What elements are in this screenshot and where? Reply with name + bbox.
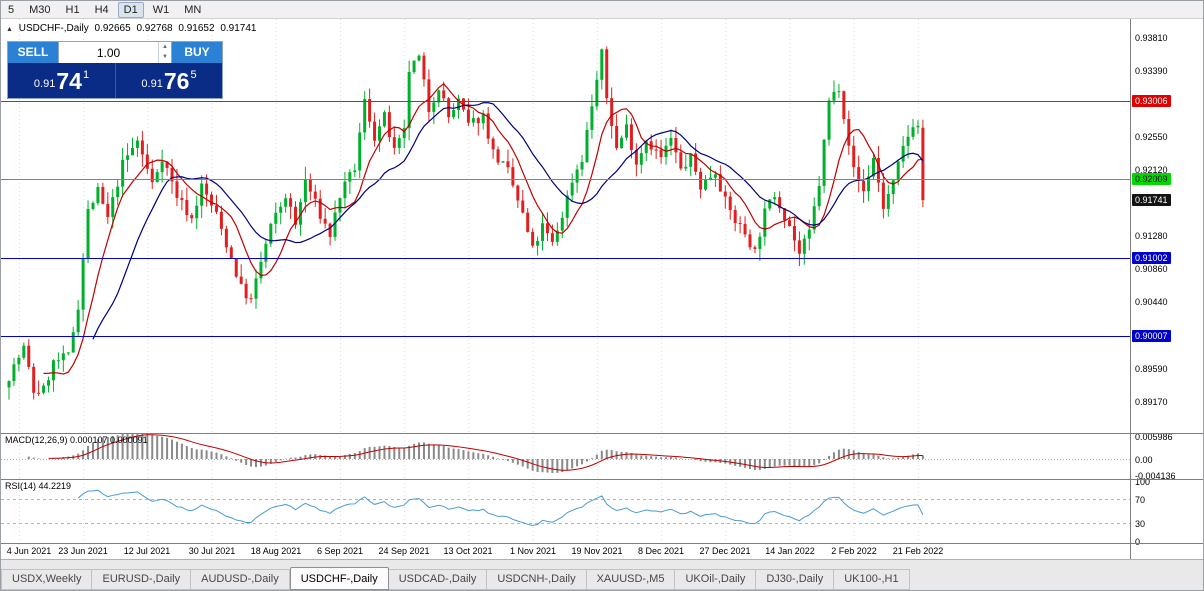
buy-price-prefix: 0.91 <box>141 77 163 90</box>
price-axis-badge-current: 0.91741 <box>1132 194 1171 206</box>
buy-price[interactable]: 0.91 76 5 <box>115 63 222 98</box>
time-axis-label: 13 Oct 2021 <box>443 546 493 556</box>
macd-plot[interactable] <box>1 433 1130 479</box>
chart-tab-dj30-daily[interactable]: DJ30-,Daily <box>756 569 835 590</box>
sell-button[interactable]: SELL <box>8 42 58 63</box>
chart-tab-usdchf-daily[interactable]: USDCHF-,Daily <box>289 567 389 590</box>
time-axis-label: 23 Jun 2021 <box>58 546 108 556</box>
time-axis-label: 18 Aug 2021 <box>250 546 302 556</box>
volume-input[interactable]: 1.00 ▲ ▼ <box>58 42 172 63</box>
ohlc-close: 0.91741 <box>220 23 257 34</box>
timeframe-button-5[interactable]: 5 <box>8 3 15 16</box>
volume-spinner[interactable]: ▲ ▼ <box>158 42 171 63</box>
time-axis-label: 12 Jul 2021 <box>123 546 171 556</box>
spinner-down-icon[interactable]: ▼ <box>162 54 168 60</box>
time-axis-label: 27 Dec 2021 <box>699 546 751 556</box>
price-axis-label: 0.93390 <box>1135 66 1168 76</box>
volume-value: 1.00 <box>96 45 121 60</box>
time-axis-label: 1 Nov 2021 <box>509 546 557 556</box>
macd-label: MACD(12,26,9) 0.000107 0.000091 <box>5 435 148 445</box>
macd-axis-label: 0.005986 <box>1135 432 1173 442</box>
price-axis[interactable]: 0.93810 0.93390 0.93006 0.92550 0.92120 0.920… <box>1130 19 1203 559</box>
timeframe-button-d1[interactable]: D1 <box>117 1 144 18</box>
price-axis-badge-blue: 0.91002 <box>1132 252 1171 264</box>
price-axis-badge-green: 0.92009 <box>1132 173 1171 185</box>
pane-separator <box>1 543 1203 544</box>
sell-price[interactable]: 0.91 74 1 <box>8 63 115 98</box>
time-axis-label: 6 Sep 2021 <box>316 546 364 556</box>
macd-axis-label: 0.00 <box>1135 455 1153 465</box>
timeframe-button-mn[interactable]: MN <box>184 3 202 16</box>
rsi-label: RSI(14) 44.2219 <box>5 481 72 491</box>
rsi-pane[interactable]: RSI(14) 44.2219 <box>1 479 1130 543</box>
ohlc-high: 0.92768 <box>136 23 173 34</box>
time-axis-label: 19 Nov 2021 <box>571 546 623 556</box>
timeframe-button-h4[interactable]: H4 <box>94 3 109 16</box>
time-axis[interactable]: 4 Jun 2021 23 Jun 2021 12 Jul 2021 30 Jul 2… <box>1 543 1130 559</box>
chart-tab-bar: USDX,Weekly EURUSD-,Daily AUDUSD-,Daily USD… <box>1 559 1203 590</box>
main-chart-pane[interactable]: ▲ USDCHF-,Daily 0.92665 0.92768 0.91652 … <box>1 19 1130 433</box>
ohlc-open: 0.92665 <box>94 23 131 34</box>
rsi-plot[interactable] <box>1 479 1130 543</box>
time-axis-label: 8 Dec 2021 <box>637 546 685 556</box>
buy-price-pip: 5 <box>190 68 197 81</box>
time-axis-label: 4 Jun 2021 <box>6 546 52 556</box>
rsi-axis-label: 100 <box>1135 477 1151 487</box>
sell-price-big: 74 <box>56 67 82 94</box>
timeframe-button-m30[interactable]: M30 <box>29 3 51 16</box>
trade-panel-collapse-icon[interactable]: ▲ <box>6 26 13 33</box>
price-axis-label: 0.92120 <box>1135 165 1168 175</box>
time-axis-label: 24 Sep 2021 <box>378 546 430 556</box>
rsi-axis-label: 0 <box>1135 537 1141 547</box>
chart-title: ▲ USDCHF-,Daily 0.92665 0.92768 0.91652 … <box>6 23 259 34</box>
time-axis-label: 30 Jul 2021 <box>188 546 236 556</box>
macd-histogram <box>27 434 924 474</box>
price-axis-label: 0.89590 <box>1135 364 1168 374</box>
buy-button[interactable]: BUY <box>172 42 222 63</box>
macd-pane[interactable]: MACD(12,26,9) 0.000107 0.000091 <box>1 433 1130 479</box>
price-axis-label: 0.92550 <box>1135 132 1168 142</box>
chart-tab-usdcnh-daily[interactable]: USDCNH-,Daily <box>487 569 587 590</box>
sell-price-prefix: 0.91 <box>33 77 56 90</box>
timeframe-button-h1[interactable]: H1 <box>65 3 80 16</box>
chart-tab-xauusd-m5[interactable]: XAUUSD-,M5 <box>586 569 676 590</box>
chart-tab-eurusd-daily[interactable]: EURUSD-,Daily <box>92 569 192 590</box>
macd-signal-line <box>48 434 923 471</box>
chart-tab-ukoil-daily[interactable]: UKOil-,Daily <box>675 569 757 590</box>
time-axis-label: 21 Feb 2022 <box>892 546 944 556</box>
ma-slow-line <box>92 102 924 340</box>
price-axis-label: 0.91280 <box>1135 231 1168 241</box>
price-axis-label: 0.89170 <box>1135 397 1168 407</box>
chart-tab-usdcad-daily[interactable]: USDCAD-,Daily <box>388 569 488 590</box>
timeframe-button-w1[interactable]: W1 <box>152 3 170 16</box>
one-click-trading-panel: SELL 1.00 ▲ ▼ BUY 0.91 74 1 0.91 76 5 <box>7 41 223 99</box>
price-axis-label: 0.93810 <box>1135 33 1168 43</box>
chart-symbol-label: USDCHF-,Daily <box>18 23 89 34</box>
time-axis-label: 14 Jan 2022 <box>765 546 815 556</box>
pane-separator[interactable] <box>1 433 1203 434</box>
ma-fast-line <box>43 83 924 375</box>
candles-layer <box>7 46 925 400</box>
chart-tab-uk100-h1[interactable]: UK100-,H1 <box>834 569 910 590</box>
spinner-up-icon[interactable]: ▲ <box>162 44 168 50</box>
buy-price-big: 76 <box>163 67 190 94</box>
sell-price-pip: 1 <box>82 68 90 81</box>
ohlc-low: 0.91652 <box>178 23 215 34</box>
chart-tab-usdx-weekly[interactable]: USDX,Weekly <box>1 569 93 590</box>
pane-separator[interactable] <box>1 479 1203 480</box>
price-axis-label: 0.90440 <box>1135 297 1168 307</box>
rsi-axis-label: 70 <box>1135 495 1146 505</box>
time-axis-label: 2 Feb 2022 <box>831 546 877 556</box>
price-chart-plot[interactable] <box>1 19 1130 433</box>
price-axis-label: 0.90860 <box>1135 264 1168 274</box>
chart-tab-audusd-daily[interactable]: AUDUSD-,Daily <box>191 569 290 590</box>
macd-axis-label: -0.004136 <box>1135 471 1176 481</box>
price-axis-badge-red: 0.93006 <box>1132 95 1171 107</box>
price-axis-badge-blue: 0.90007 <box>1132 330 1171 342</box>
timeframe-toolbar: 5 M30 H1 H4 D1 W1 MN <box>1 1 1203 19</box>
rsi-axis-label: 30 <box>1135 519 1146 529</box>
rsi-line <box>77 489 924 527</box>
